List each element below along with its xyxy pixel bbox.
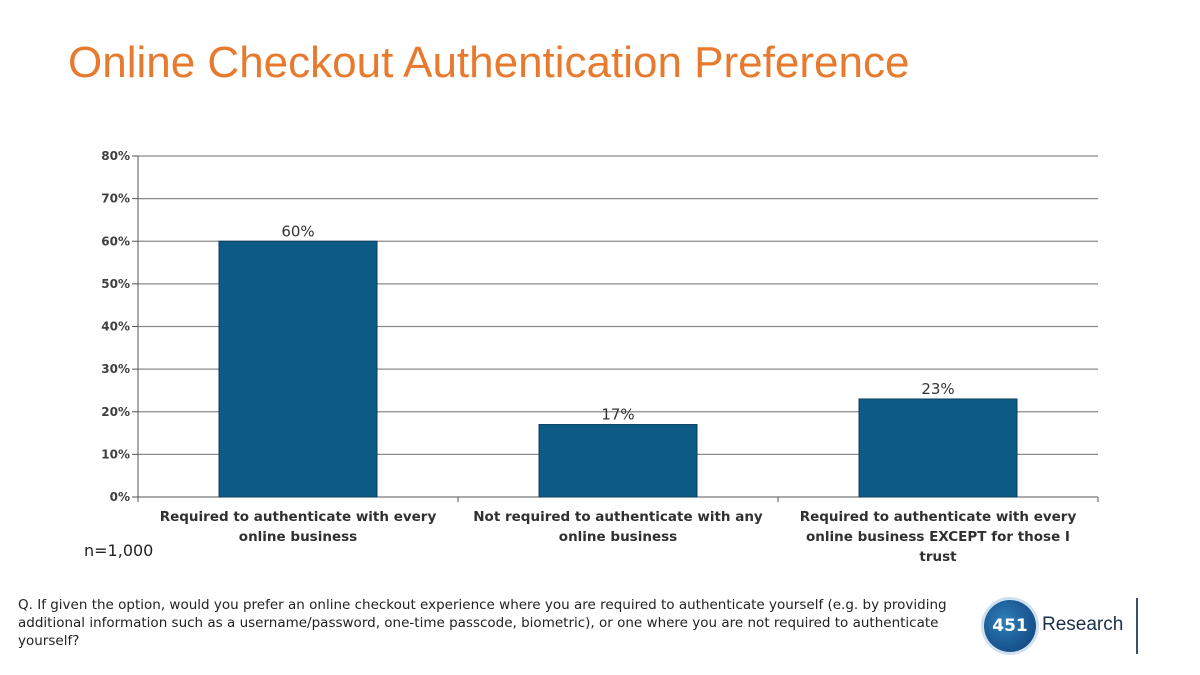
- y-tick-label: 80%: [101, 149, 130, 163]
- y-tick-label: 30%: [101, 362, 130, 376]
- sample-size-note: n=1,000: [84, 541, 154, 560]
- x-tick-label: Required to authenticate with every: [800, 509, 1077, 525]
- x-tick-label: Required to authenticate with every: [160, 509, 437, 525]
- y-tick-label: 10%: [101, 447, 130, 461]
- bar: [538, 424, 698, 498]
- x-tick-label: online business: [239, 529, 357, 545]
- y-tick-label: 0%: [110, 490, 130, 504]
- x-tick-label: Not required to authenticate with any: [473, 509, 763, 525]
- bar: [858, 398, 1018, 498]
- bars: [218, 240, 1018, 498]
- logo-circle-icon: [984, 600, 1036, 652]
- bar-chart: 0% 10% 20% 30% 40% 50% 60% 70% 80% 60% 17% 23% Req…: [101, 149, 1099, 565]
- data-label: 17%: [601, 406, 634, 424]
- x-tick-label: online business EXCEPT for those I: [806, 529, 1070, 545]
- data-label: 60%: [281, 222, 314, 240]
- page-title: Online Checkout Authentication Preferenc…: [68, 38, 910, 87]
- bar: [218, 240, 378, 498]
- x-axis-labels: Required to authenticate with every onlin…: [160, 509, 1077, 565]
- y-tick-label: 40%: [101, 320, 130, 334]
- x-tick-label: online business: [559, 529, 677, 545]
- logo-wordmark: Research: [1042, 614, 1124, 635]
- x-tick-label: trust: [919, 549, 957, 565]
- y-tick-label: 70%: [101, 192, 130, 206]
- y-tick-label: 20%: [101, 405, 130, 419]
- y-tick-label: 50%: [101, 277, 130, 291]
- logo-divider: [1136, 598, 1138, 654]
- y-tick-label: 60%: [101, 234, 130, 248]
- survey-question: Q. If given the option, would you prefer…: [18, 597, 947, 649]
- logo-number: 451: [992, 616, 1028, 636]
- data-label: 23%: [921, 380, 954, 398]
- data-labels: 60% 17% 23%: [281, 222, 954, 423]
